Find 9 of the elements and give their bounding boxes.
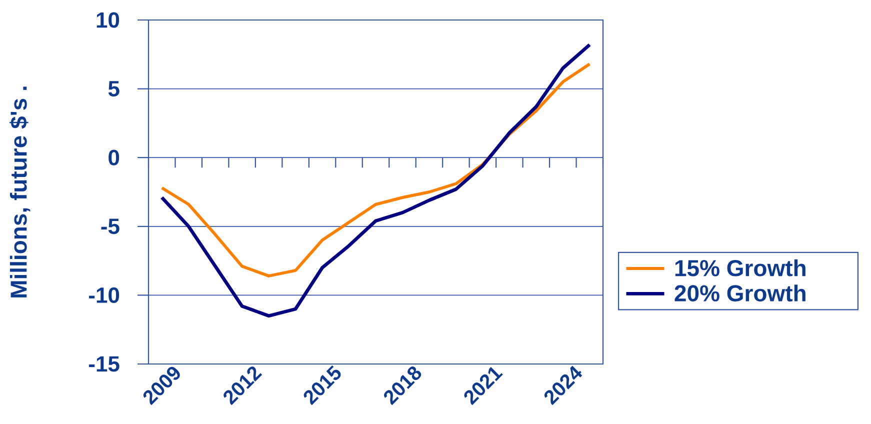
y-axis-title: Millions, future $'s . [10, 86, 30, 298]
y-tick-label: 10 [96, 12, 120, 28]
legend-label: 20% Growth [674, 284, 806, 302]
legend-label: 15% Growth [675, 259, 806, 276]
y-tick-label: -15 [89, 356, 120, 372]
y-tick-label: -10 [89, 287, 120, 303]
y-tick-label: 5 [108, 81, 120, 96]
y-tick-label: -5 [101, 218, 120, 234]
y-tick-label: 0 [108, 150, 120, 166]
